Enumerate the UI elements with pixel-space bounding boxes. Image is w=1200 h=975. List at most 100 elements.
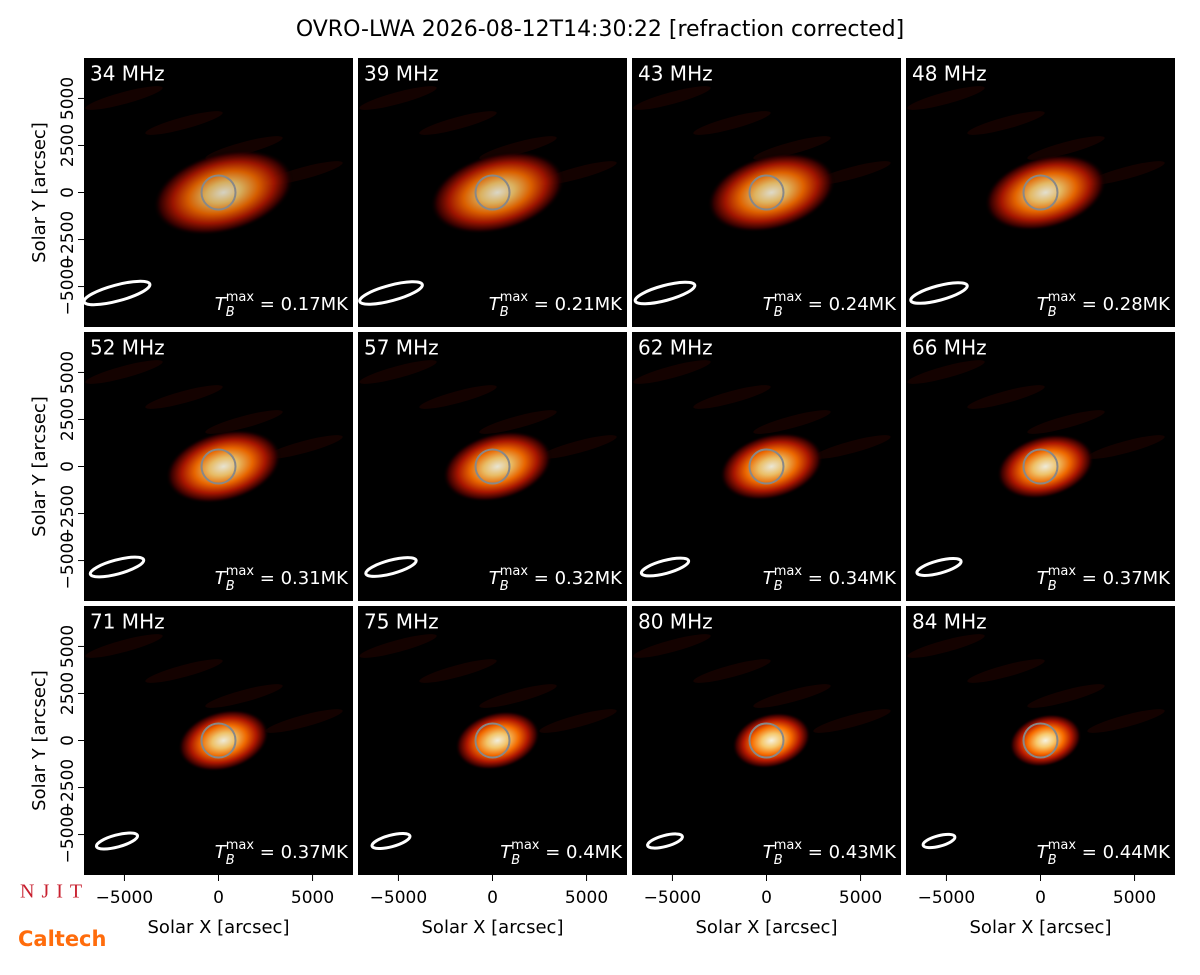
tb-annotation: TBmax = 0.21MK [489,290,623,320]
sidelobe [813,435,891,459]
tb-symbol: T [489,294,502,315]
frequency-label: 62 MHz [638,336,713,360]
tb-symbol: T [763,842,776,863]
tb-value: 0.32MK [555,568,624,589]
tb-sup: max [774,290,803,305]
sidelobe [265,435,343,459]
sidelobe [85,86,163,110]
panel: 34 MHz TBmax = 0.17MK −5000−2500 0 2500 5000 S… [29,58,353,327]
sidelobe [907,86,985,110]
x-axis-label: Solar X [arcsec] [148,917,290,938]
y-tick-label: −5000 [58,258,78,316]
tb-annotation: TBmax = 0.43MK [763,838,897,868]
x-tick-label: 0 [1035,888,1046,908]
solar-disk [748,174,785,211]
tb-value: 0.28MK [1103,294,1172,315]
tb-sup: max [226,564,255,579]
sidelobe [967,385,1045,409]
panel: 48 MHz TBmax = 0.28MK [906,58,1175,327]
sidelobe [419,659,497,683]
beam [364,556,418,578]
tb-symbol: T [763,568,776,589]
sidelobe [419,111,497,135]
emission [707,152,836,233]
tb-value: 0.4MK [566,842,623,863]
tb-annotation: TBmax = 0.37MK [215,838,349,868]
tb-sup: max [774,564,803,579]
tb-sub: B [500,579,509,594]
y-tick-label: −2500 [58,211,78,269]
solar-disk [748,722,785,759]
beam [639,556,691,578]
tb-eq: = [802,294,829,315]
tb-eq: = [254,568,281,589]
sidelobe [1087,161,1165,185]
tb-sub: B [774,305,783,320]
tb-symbol: T [215,568,228,589]
y-tick-label: 2500 [58,398,78,441]
panel: 43 MHz TBmax = 0.24MK [632,58,901,327]
tb-sup: max [226,838,255,853]
frequency-label: 57 MHz [364,336,439,360]
sidelobe [693,111,771,135]
sidelobe [359,86,437,110]
frequency-label: 48 MHz [912,62,987,86]
tb-annotation: TBmax = 0.28MK [1037,290,1171,320]
emission [178,709,269,772]
solar-disk [200,174,237,211]
panel: 66 MHz TBmax = 0.37MK [906,332,1175,601]
x-axis-label: Solar X [arcsec] [696,917,838,938]
x-tick-label: 0 [213,888,224,908]
tb-eq: = [1076,294,1103,315]
tb-value: 0.34MK [829,568,898,589]
sidelobe [145,659,223,683]
solar-disk [474,448,511,485]
panel: 52 MHz TBmax = 0.31MK −5000−2500 0 2500 5000 S… [29,332,353,601]
solar-disk [474,174,511,211]
tb-sup: max [1048,564,1077,579]
frequency-label: 66 MHz [912,336,987,360]
solar-disk [748,448,785,485]
tb-annotation: TBmax = 0.31MK [215,564,349,594]
tb-eq: = [528,294,555,315]
frequency-label: 71 MHz [90,610,165,634]
tb-sub: B [1048,579,1057,594]
sidelobe [419,385,497,409]
x-tick-label: 5000 [1113,888,1156,908]
y-tick-label: 2500 [58,124,78,167]
emission [732,712,811,769]
sidelobe [633,86,711,110]
sidelobe [753,410,831,434]
y-axis-label: Solar Y [arcsec] [29,670,50,811]
tb-value: 0.43MK [829,842,898,863]
x-tick-label: 5000 [839,888,882,908]
frequency-label: 34 MHz [90,62,165,86]
tb-symbol: T [489,568,502,589]
y-tick-label: −5000 [58,532,78,590]
sidelobe [813,709,891,733]
y-tick-label: 5000 [58,351,78,394]
tb-annotation: TBmax = 0.37MK [1037,564,1171,594]
tb-value: 0.44MK [1103,842,1172,863]
tb-value: 0.37MK [1103,568,1172,589]
sidelobe [359,634,437,658]
frequency-label: 84 MHz [912,610,987,634]
x-tick-label: −5000 [370,888,428,908]
solar-disk [474,722,511,759]
beam [921,832,957,850]
x-axis-label: Solar X [arcsec] [970,917,1112,938]
x-tick-label: −5000 [644,888,702,908]
sidelobe [693,659,771,683]
frequency-label: 39 MHz [364,62,439,86]
sidelobe [85,360,163,384]
tb-eq: = [1076,842,1103,863]
tb-sub: B [774,579,783,594]
sidelobe [967,111,1045,135]
frequency-label: 43 MHz [638,62,713,86]
sidelobe [205,410,283,434]
tb-sub: B [226,579,235,594]
tb-symbol: T [763,294,776,315]
tb-annotation: TBmax = 0.32MK [489,564,623,594]
emission [984,154,1107,231]
sidelobe [633,360,711,384]
